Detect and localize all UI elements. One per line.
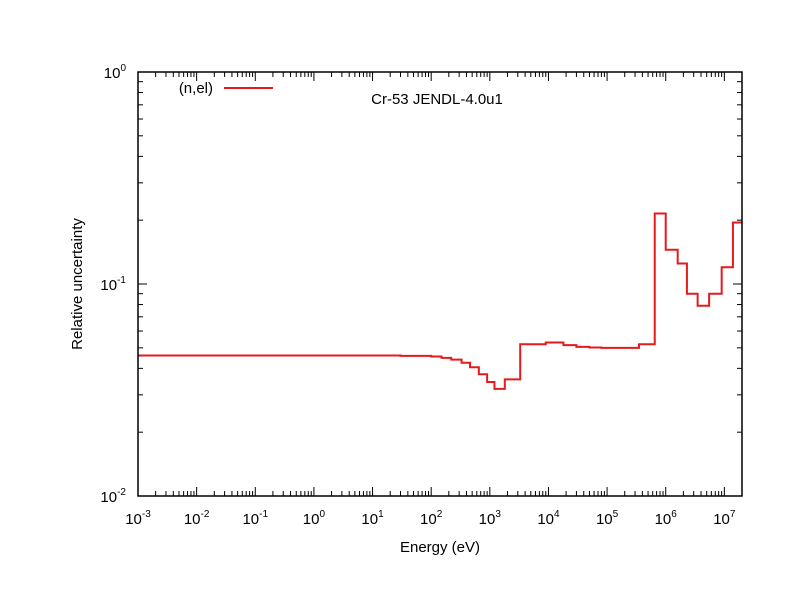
y-tick-label: 10-2 — [100, 487, 126, 506]
y-axis-label: Relative uncertainty — [69, 218, 86, 350]
x-tick-label: 105 — [596, 509, 619, 528]
x-tick-label: 103 — [479, 509, 502, 528]
x-tick-label: 107 — [713, 509, 736, 528]
y-tick-label: 100 — [104, 63, 127, 82]
chart-title: Cr-53 JENDL-4.0u1 — [371, 91, 503, 108]
legend-label-n-el: (n,el) — [179, 80, 213, 97]
x-tick-label: 10-1 — [242, 509, 268, 528]
x-tick-label: 106 — [655, 509, 678, 528]
axis-tick-labels: 10-3 10-2 10-1 100 101 102 103 104 105 106 107 10-2… — [100, 63, 736, 528]
x-tick-label: 100 — [303, 509, 326, 528]
plot-frame — [137, 71, 743, 497]
x-axis-label: Energy (eV) — [400, 539, 480, 556]
series-layer — [138, 212, 742, 390]
legend: (n,el) — [179, 80, 273, 97]
x-tick-label: 101 — [361, 509, 384, 528]
y-tick-label: 10-1 — [100, 275, 126, 294]
x-tick-label: 102 — [420, 509, 443, 528]
x-tick-label: 10-3 — [125, 509, 151, 528]
x-tick-label: 104 — [537, 509, 560, 528]
series-line-0 — [138, 212, 742, 390]
x-tick-label: 10-2 — [184, 509, 210, 528]
